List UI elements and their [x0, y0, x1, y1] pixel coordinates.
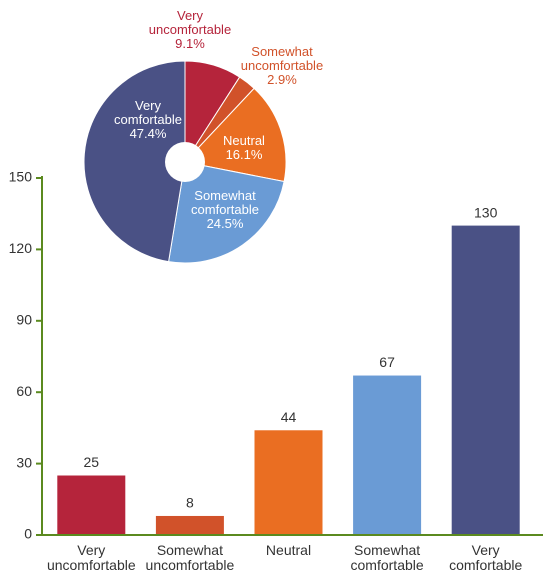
- y-tick-label: 60: [16, 383, 32, 399]
- slice-percent: 47.4%: [129, 126, 167, 141]
- y-tick-label: 120: [9, 240, 33, 256]
- slice-label: Very comfortable 47.4%: [102, 99, 194, 141]
- y-tick-label: 0: [24, 526, 32, 542]
- slice-label: Somewhat comfortable 24.5%: [179, 189, 271, 231]
- x-tick-label: Somewhat comfortable: [350, 542, 424, 573]
- slice-percent: 9.1%: [175, 36, 205, 51]
- y-tick-label: 90: [16, 312, 32, 328]
- slice-name: Somewhat comfortable: [191, 188, 259, 217]
- bar: [353, 375, 422, 535]
- bar: [254, 430, 323, 535]
- pie-slice: [184, 87, 287, 183]
- value-label: 130: [474, 204, 498, 220]
- value-label: 44: [281, 409, 297, 425]
- slice-label: Neutral 16.1%: [214, 134, 274, 162]
- slice-percent: 16.1%: [225, 147, 263, 162]
- y-tick-label: 30: [16, 454, 32, 470]
- x-tick-label: Very comfortable: [449, 542, 523, 573]
- x-tick-label: Very uncomfortable: [46, 542, 136, 573]
- x-tick-label: Neutral: [265, 542, 312, 558]
- value-label: 67: [379, 354, 395, 370]
- x-tick-label: Somewhat uncomfortable: [145, 542, 235, 573]
- bar: [155, 515, 224, 535]
- slice-percent: 24.5%: [206, 216, 244, 231]
- bar: [57, 475, 126, 535]
- y-tick-label: 150: [9, 169, 33, 185]
- slice-name: Somewhat uncomfortable: [240, 44, 324, 73]
- bar: [451, 225, 520, 535]
- pie-slice: [167, 161, 285, 264]
- pie-slice: [83, 60, 186, 263]
- slice-label: Somewhat uncomfortable 2.9%: [236, 45, 328, 87]
- slice-label: Very uncomfortable 9.1%: [144, 9, 236, 51]
- value-label: 8: [186, 495, 194, 511]
- pie-hole: [165, 142, 205, 182]
- slice-name: Very uncomfortable: [148, 8, 232, 37]
- slice-name: Neutral: [223, 133, 265, 148]
- value-label: 25: [84, 454, 100, 470]
- slice-name: Very comfortable: [114, 98, 182, 127]
- slice-percent: 2.9%: [267, 72, 297, 87]
